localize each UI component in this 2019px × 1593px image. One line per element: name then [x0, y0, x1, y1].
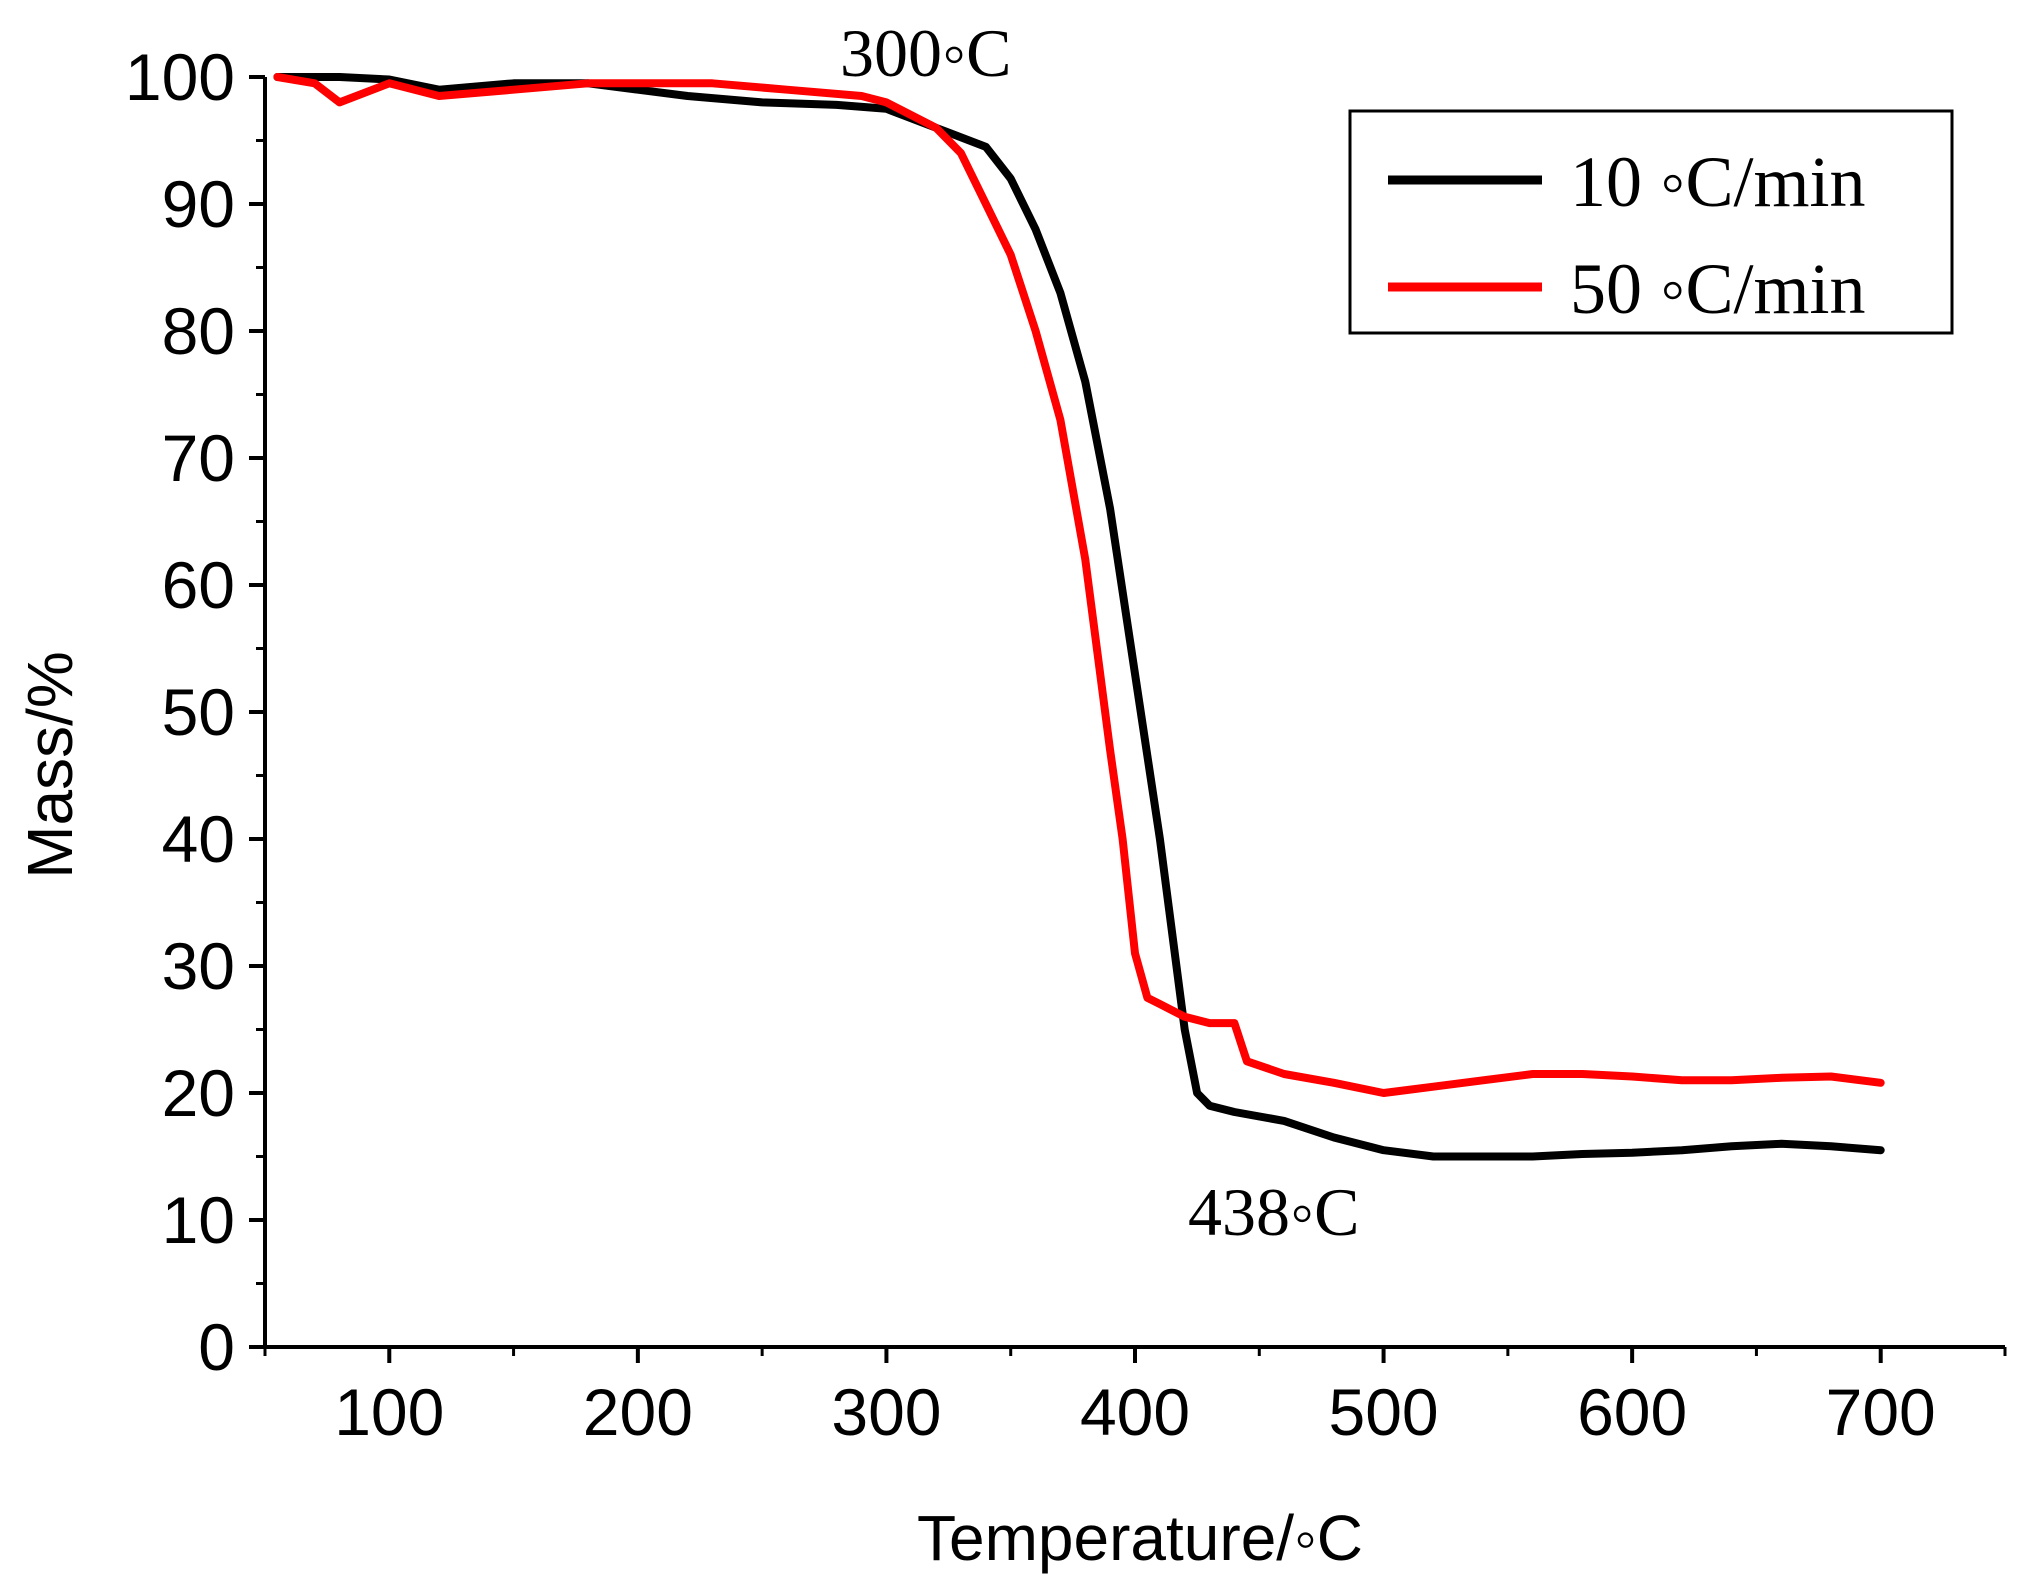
- y-tick-label: 50: [162, 675, 235, 749]
- x-tick-label: 700: [1826, 1375, 1936, 1449]
- x-tick-label: 400: [1080, 1375, 1190, 1449]
- series-lines: [273, 73, 1885, 1161]
- x-tick-label: 500: [1329, 1375, 1439, 1449]
- x-tick-label: 200: [583, 1375, 693, 1449]
- x-tick-label: 600: [1577, 1375, 1687, 1449]
- y-axis-label: Mass/%: [14, 651, 86, 879]
- y-tick-label: 70: [162, 421, 235, 495]
- x-tick-label: 100: [334, 1375, 444, 1449]
- y-tick-label: 10: [162, 1183, 235, 1257]
- x-axis-ticks: 100 200 300 400 500 600 700: [263, 1347, 2007, 1449]
- x-tick-label: 300: [831, 1375, 941, 1449]
- y-tick-label: 40: [162, 802, 235, 876]
- y-tick-label: 30: [162, 929, 235, 1003]
- y-tick-label: 0: [198, 1310, 235, 1384]
- series-line-10c-per-min: [273, 73, 1885, 1161]
- annotation-438c: 438◦C: [1188, 1174, 1359, 1250]
- x-axis-label: Temperature/◦C: [917, 1502, 1363, 1574]
- annotation-300c: 300◦C: [840, 15, 1011, 91]
- legend-box: [1348, 109, 1954, 335]
- legend-label-50c: 50 ◦C/min: [1570, 249, 1866, 329]
- series-line-50c-per-min: [273, 73, 1885, 1097]
- legend: 10 ◦C/min 50 ◦C/min: [1348, 109, 1954, 335]
- y-tick-label: 20: [162, 1056, 235, 1130]
- y-axis-ticks: 0 10 20 30 40 50 60 70 80 90 100: [125, 40, 265, 1384]
- y-tick-label: 80: [162, 294, 235, 368]
- y-tick-label: 90: [162, 167, 235, 241]
- y-tick-label: 100: [125, 40, 235, 114]
- y-tick-label: 60: [162, 548, 235, 622]
- legend-label-10c: 10 ◦C/min: [1570, 142, 1866, 222]
